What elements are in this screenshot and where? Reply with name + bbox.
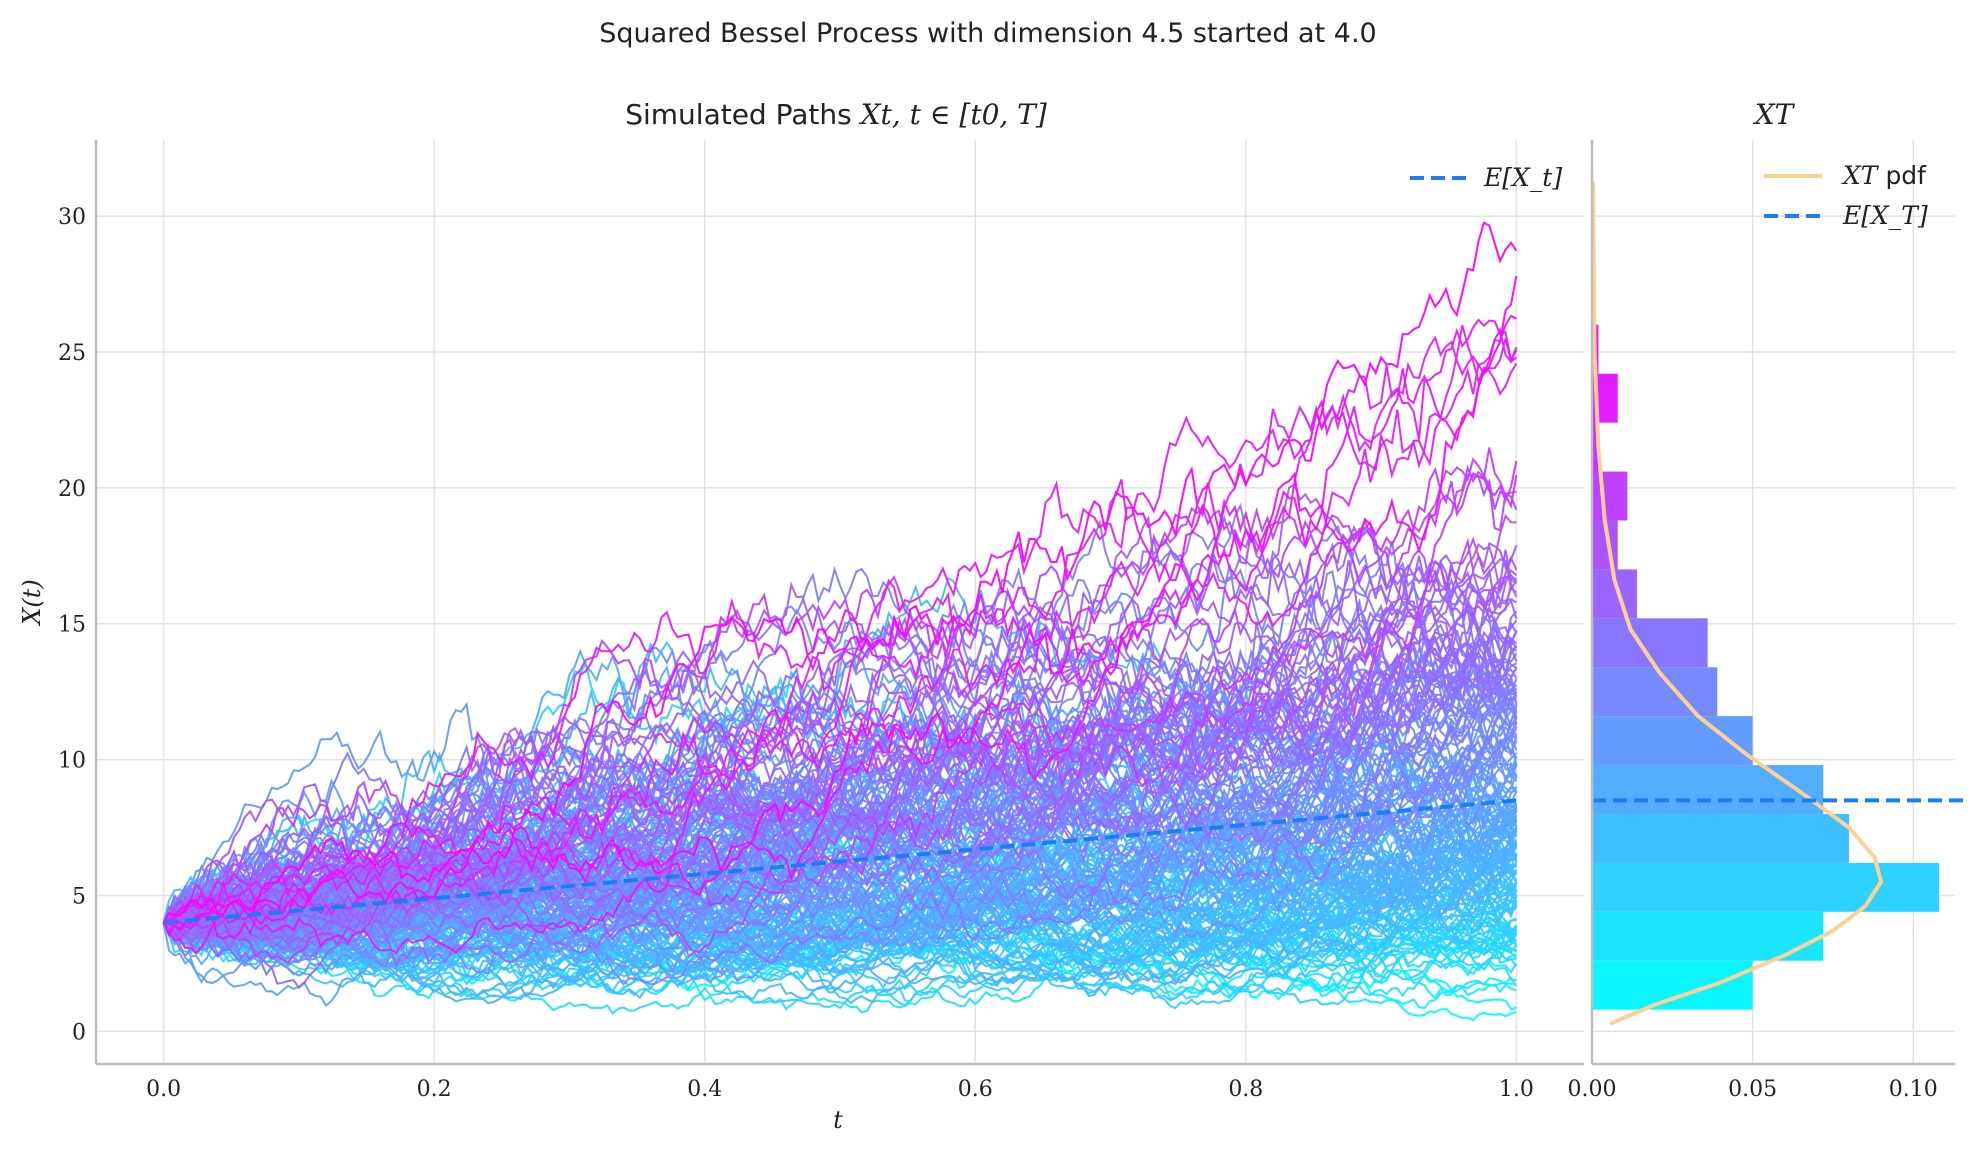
paths-title-math: Xt, t ∈ [t0, T] <box>859 98 1047 131</box>
paths-panel-title: Simulated Paths Xt, t ∈ [t0, T] <box>625 98 1047 131</box>
paths-x-tick-label: 0.8 <box>1228 1077 1263 1102</box>
paths-y-tick-label: 10 <box>58 749 86 774</box>
sample-path-line <box>162 545 1518 924</box>
sample-path-line <box>162 619 1518 924</box>
histogram-bar-6 <box>1592 667 1718 717</box>
terminal-legend: XT pdf E[X_T] <box>1764 161 1928 230</box>
terminal-pdf-curve <box>1591 181 1884 1026</box>
mean-expectation-line <box>163 798 1517 925</box>
paths-y-axis-label: X(t) <box>18 579 46 626</box>
terminal-histogram <box>1592 324 1939 1010</box>
sample-path-line <box>163 338 1518 925</box>
paths-x-tick-label: 0.2 <box>417 1077 452 1102</box>
sample-path-line <box>162 318 1518 956</box>
sample-path-line <box>163 626 1518 928</box>
histogram-bar-4 <box>1592 765 1824 814</box>
terminal-legend-label-mean: E[X_T] <box>1842 201 1928 230</box>
histogram-bar-0 <box>1592 960 1753 1010</box>
sample-path-line <box>163 327 1518 924</box>
terminal-panel-title: XT <box>1753 98 1796 131</box>
terminal-legend-pdf-math: XT <box>1841 161 1880 190</box>
paths-legend: E[X_t] <box>1410 163 1562 192</box>
histogram-bar-3 <box>1592 813 1849 863</box>
paths-x-tick-label: 0.0 <box>146 1077 181 1102</box>
paths-title-text: Simulated Paths <box>625 98 852 131</box>
sample-path-line <box>162 221 1518 924</box>
terminal-pdf-line <box>1591 181 1884 1026</box>
paths-legend-label-mean: E[X_t] <box>1483 163 1562 192</box>
paths-panel: Simulated Paths Xt, t ∈ [t0, T] 0.0 0.2 0.… <box>18 98 1584 1134</box>
sample-path-line <box>162 473 1517 941</box>
paths-x-axis-label: t <box>833 1106 843 1134</box>
sample-path-line <box>162 447 1518 965</box>
sample-path-line <box>163 616 1518 943</box>
paths-mean-line <box>163 798 1517 925</box>
paths-y-ticks: 0 5 10 15 20 25 30 <box>58 205 86 1045</box>
terminal-x-ticks: 0.00 0.05 0.10 <box>1568 1077 1938 1102</box>
sample-path-line <box>162 859 1518 1002</box>
paths-y-tick-label: 30 <box>58 205 86 230</box>
paths-y-tick-label: 20 <box>58 477 86 502</box>
terminal-x-tick-label: 0.05 <box>1728 1077 1777 1102</box>
terminal-x-tick-label: 0.10 <box>1889 1077 1938 1102</box>
histogram-bar-1 <box>1592 911 1824 961</box>
sample-path-line <box>162 314 1517 940</box>
paths-y-tick-label: 5 <box>72 885 86 910</box>
histogram-bar-2 <box>1592 862 1939 912</box>
sample-path-line <box>163 613 1518 928</box>
sample-path-line <box>162 502 1518 927</box>
sample-path-line <box>163 682 1518 987</box>
sample-path-line <box>162 586 1517 990</box>
sample-path-line <box>163 549 1517 934</box>
paths-y-tick-label: 0 <box>72 1020 86 1045</box>
terminal-x-tick-label: 0.00 <box>1568 1077 1617 1102</box>
sample-path-line <box>163 759 1518 969</box>
histogram-bar-10 <box>1592 471 1628 521</box>
sample-path-line <box>162 563 1518 926</box>
sample-path-line <box>163 275 1518 931</box>
sample-path-line <box>162 708 1517 954</box>
paths-x-tick-label: 1.0 <box>1499 1077 1534 1102</box>
sample-path-line <box>163 616 1518 950</box>
paths-x-tick-label: 0.4 <box>687 1077 722 1102</box>
paths-y-tick-label: 15 <box>58 613 86 638</box>
terminal-legend-label-pdf: XT pdf <box>1841 161 1927 190</box>
histogram-bar-11 <box>1592 422 1599 472</box>
sample-path-line <box>162 514 1517 924</box>
paths-y-tick-label: 25 <box>58 341 86 366</box>
paths-x-ticks: 0.0 0.2 0.4 0.6 0.8 1.0 <box>146 1077 1534 1102</box>
paths-x-tick-label: 0.6 <box>958 1077 993 1102</box>
figure-suptitle: Squared Bessel Process with dimension 4.… <box>599 18 1376 49</box>
paths-lines <box>162 221 1518 1022</box>
terminal-panel: XT 0.00 0.05 0.10 XT pdf E[X_T] <box>1568 98 1970 1102</box>
terminal-legend-pdf-word: pdf <box>1885 161 1927 190</box>
